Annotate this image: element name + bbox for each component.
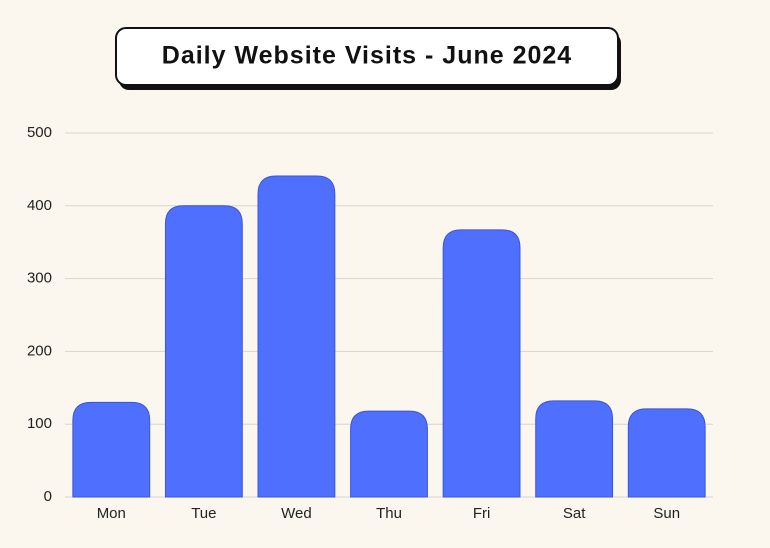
x-tick-label: Wed (281, 505, 312, 522)
x-tick-label: Sat (563, 505, 586, 522)
bar (442, 229, 521, 498)
x-tick-label: Thu (376, 505, 402, 522)
bar (627, 408, 706, 498)
x-tick-label: Mon (97, 505, 126, 522)
x-tick-label: Sun (653, 505, 680, 522)
y-tick-label: 400 (27, 197, 52, 214)
bar (350, 410, 428, 498)
y-tick-label: 200 (27, 342, 52, 359)
y-tick-label: 500 (27, 124, 52, 141)
y-tick-label: 300 (27, 270, 52, 287)
bar (257, 175, 336, 498)
bar (72, 401, 151, 498)
x-tick-label: Fri (473, 505, 491, 522)
title-box (115, 27, 619, 86)
y-tick-label: 0 (44, 488, 52, 505)
bar (535, 400, 614, 498)
x-tick-label: Tue (191, 505, 216, 522)
bar (164, 205, 243, 498)
chart-title: Daily Website Visits - June 2024 (162, 42, 572, 70)
y-tick-label: 100 (27, 415, 52, 432)
